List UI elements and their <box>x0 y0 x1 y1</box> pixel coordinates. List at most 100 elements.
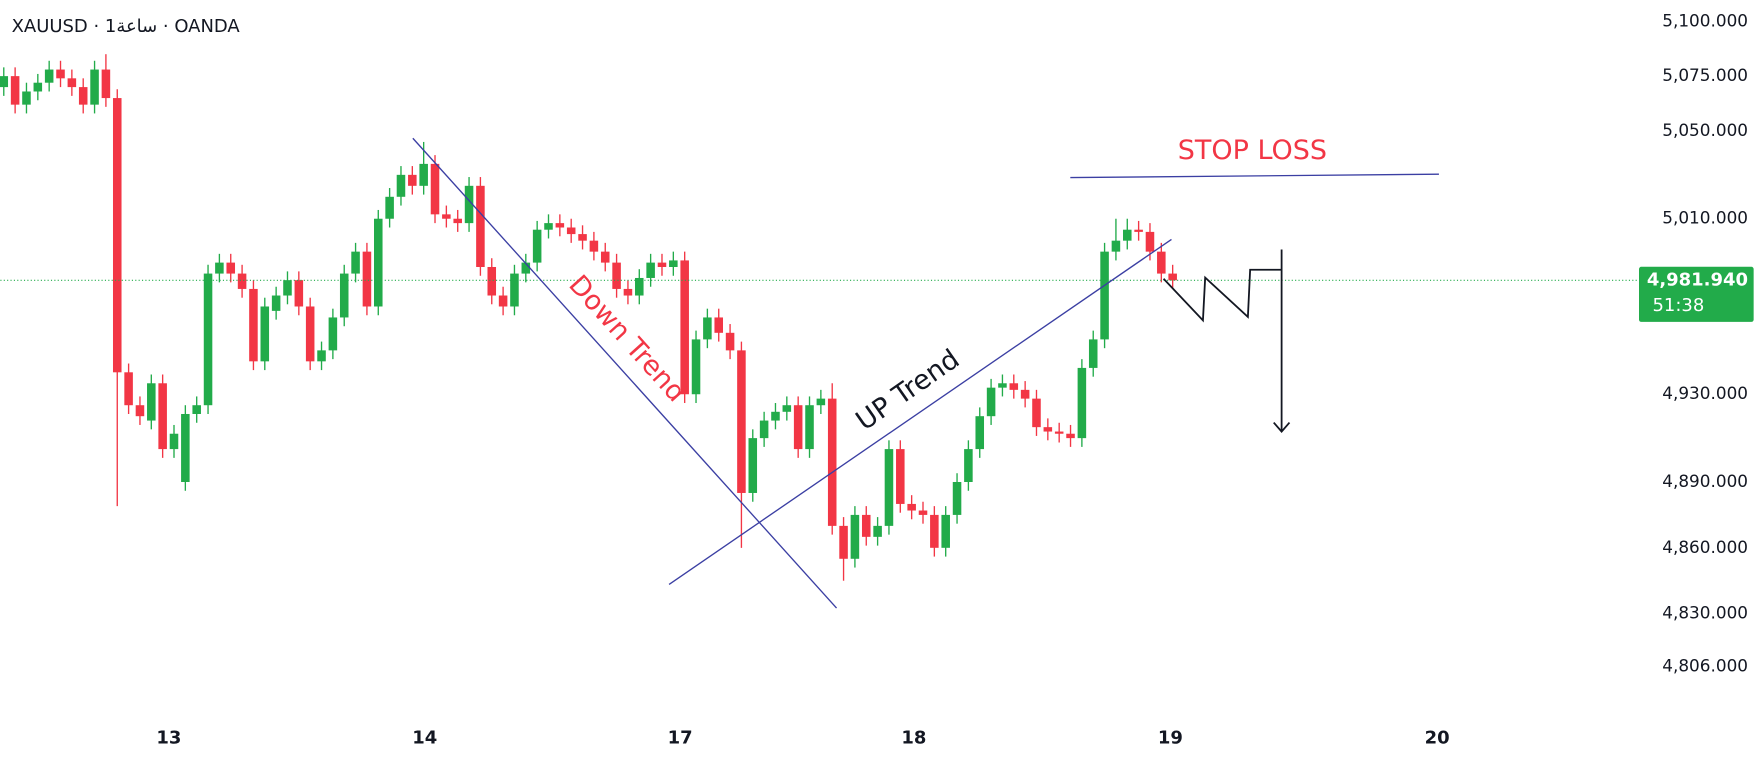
candle-body <box>215 262 224 274</box>
candle-body <box>328 317 338 351</box>
candle-body <box>453 218 462 224</box>
candle-body <box>90 69 99 105</box>
up-trend-line <box>668 238 1172 585</box>
arrow-head <box>1273 421 1291 433</box>
x-tick-label: 13 <box>156 727 181 748</box>
candle-body <box>737 350 746 493</box>
candle-body <box>612 262 621 289</box>
stop-loss-label: STOP LOSS <box>1178 135 1327 166</box>
candle-body <box>657 262 667 267</box>
last-price-label: 4,981.940 <box>1647 269 1748 290</box>
candle-body <box>124 372 133 406</box>
candle-body <box>44 69 54 83</box>
candle-body <box>271 295 281 311</box>
candle-body <box>896 449 905 504</box>
down-trend-line <box>412 137 838 609</box>
candle-body <box>521 262 531 274</box>
candle-body <box>56 69 65 79</box>
x-tick-label: 18 <box>901 727 926 748</box>
x-tick-label: 20 <box>1425 727 1450 748</box>
candle-body <box>532 229 542 263</box>
candle-body <box>362 251 372 307</box>
candle-body <box>339 273 349 318</box>
candle-body <box>725 332 735 351</box>
candle-body <box>1054 431 1064 434</box>
candle-body <box>816 398 826 406</box>
candle-body <box>589 240 599 252</box>
candle-body <box>317 350 326 362</box>
stop-loss-line <box>1070 173 1439 179</box>
candle-body <box>555 223 565 228</box>
candle-body <box>487 266 497 296</box>
candle-body <box>464 185 474 224</box>
candle-body <box>158 383 167 450</box>
candle-body <box>850 514 860 559</box>
y-tick-label: 4,890.000 <box>1662 471 1748 491</box>
candle-body <box>1157 251 1166 274</box>
price-axis: 5,100.000 5,075.000 5,050.000 5,010.000 4,93… <box>156 10 1754 748</box>
candle-body <box>680 260 689 395</box>
candle-body <box>930 514 939 548</box>
candle-body <box>691 339 701 395</box>
candle-body <box>249 288 258 362</box>
candle-body <box>884 449 894 526</box>
candle-body <box>1009 383 1019 390</box>
candle-body <box>544 223 553 230</box>
candle-body <box>793 405 803 450</box>
y-tick-label: 4,860.000 <box>1662 537 1748 557</box>
candles <box>0 54 1640 581</box>
candle-body <box>1145 231 1155 252</box>
candle-body <box>918 510 928 515</box>
candle-body <box>623 288 633 296</box>
candle-body <box>147 383 156 421</box>
candle-body <box>1032 398 1041 428</box>
candle-body <box>759 420 769 439</box>
candle-body <box>135 405 145 417</box>
candle-body <box>964 449 973 482</box>
candle-body <box>600 251 610 263</box>
candle-body <box>998 383 1007 388</box>
candle-body <box>101 69 111 99</box>
y-tick-label: 4,806.000 <box>1662 655 1748 675</box>
candle-body <box>873 525 882 537</box>
candle-body <box>952 481 962 515</box>
candle-body <box>181 413 190 482</box>
candle-body <box>260 306 270 362</box>
candle-body <box>510 273 519 307</box>
candle-body <box>805 405 814 450</box>
candle-body <box>351 251 360 274</box>
candle-body <box>566 227 576 235</box>
candle-body <box>283 280 292 296</box>
candle-body <box>669 260 678 267</box>
candle-body <box>33 82 43 92</box>
candle-body <box>635 277 644 296</box>
candle-body <box>714 317 723 333</box>
candle-body <box>771 411 780 421</box>
candle-body <box>192 405 201 414</box>
candle-body <box>0 76 9 88</box>
candle-body <box>226 262 236 274</box>
y-tick-label: 5,100.000 <box>1662 10 1748 30</box>
candle-body <box>1123 229 1132 241</box>
x-tick-label: 14 <box>412 727 437 748</box>
candle-body <box>578 234 587 241</box>
candle-body <box>237 273 247 289</box>
y-tick-label: 4,930.000 <box>1662 383 1748 403</box>
candle-body <box>748 438 758 493</box>
candle-body <box>442 214 451 219</box>
candle-body <box>67 78 77 88</box>
last-price-tag <box>1639 266 1754 322</box>
candle-body <box>22 91 31 105</box>
projection-path <box>1162 268 1282 323</box>
candle-body <box>374 218 383 307</box>
x-tick-label: 19 <box>1158 727 1183 748</box>
candle-body <box>1066 433 1075 439</box>
candle-body <box>112 98 122 373</box>
candle-body <box>782 405 792 412</box>
candle-body <box>305 306 315 362</box>
candle-body <box>1088 339 1098 368</box>
candle-body <box>385 196 394 219</box>
candle-body <box>476 185 485 267</box>
